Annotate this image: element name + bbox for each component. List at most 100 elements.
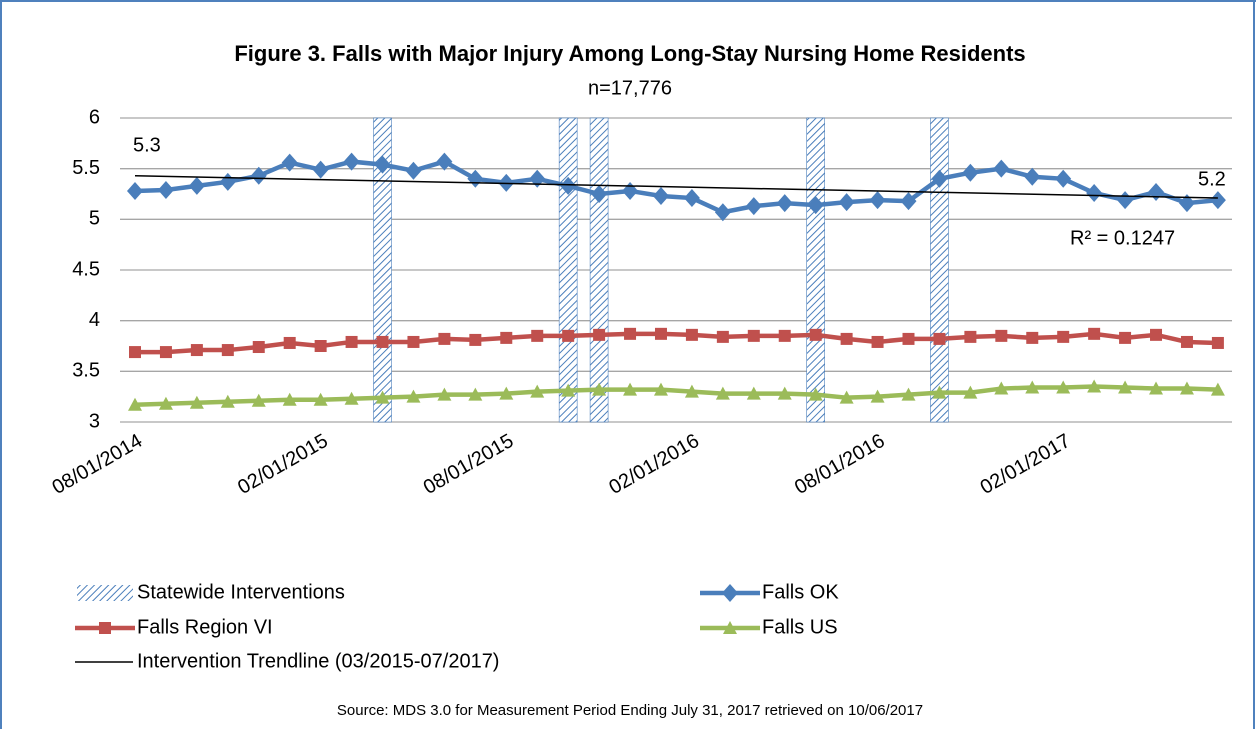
legend-item: Falls Region VI: [75, 616, 273, 638]
marker: [870, 389, 885, 403]
marker: [530, 384, 545, 398]
legend-marker: [722, 584, 738, 602]
marker: [745, 197, 762, 216]
marker: [592, 382, 607, 396]
x-tick-label: 02/01/2016: [605, 430, 703, 499]
marker: [344, 391, 359, 405]
legend-marker: [99, 622, 111, 634]
legend-marker: [723, 621, 737, 634]
marker: [561, 383, 576, 397]
source-note: Source: MDS 3.0 for Measurement Period E…: [337, 702, 923, 719]
marker: [1150, 328, 1163, 341]
marker: [964, 330, 977, 343]
y-tick-label: 4.5: [72, 258, 100, 280]
marker: [807, 196, 824, 215]
legend-item: Falls US: [700, 616, 838, 638]
marker: [716, 330, 729, 343]
marker: [654, 327, 667, 340]
marker: [283, 336, 296, 349]
marker: [932, 385, 947, 399]
legend-label: Falls Region VI: [137, 616, 273, 638]
marker: [778, 329, 791, 342]
marker: [809, 328, 822, 341]
x-tick-label: 08/01/2014: [48, 430, 146, 499]
legend-swatch: [77, 585, 133, 601]
marker: [1026, 331, 1039, 344]
marker: [437, 387, 452, 401]
marker: [623, 382, 638, 396]
marker: [1180, 335, 1193, 348]
chart-subtitle: n=17,776: [588, 77, 672, 99]
marker: [405, 161, 422, 180]
marker: [1118, 380, 1133, 394]
marker: [901, 387, 916, 401]
marker: [190, 344, 203, 357]
marker: [250, 166, 267, 185]
marker: [343, 152, 360, 171]
marker: [158, 396, 173, 410]
marker: [963, 385, 978, 399]
y-tick-label: 4: [89, 309, 100, 331]
y-tick-label: 3: [89, 410, 100, 432]
marker: [281, 153, 298, 172]
intervention-band: [806, 117, 825, 423]
series-line: [135, 331, 1218, 355]
marker: [1024, 167, 1041, 186]
annotation: 5.3: [133, 134, 161, 156]
marker: [902, 332, 915, 345]
marker: [374, 155, 391, 174]
marker: [683, 189, 700, 208]
marker: [468, 387, 483, 401]
marker: [438, 332, 451, 345]
marker: [128, 397, 142, 411]
marker: [375, 390, 390, 404]
trendline: [134, 175, 1218, 199]
marker: [345, 335, 358, 348]
x-tick-label: 02/01/2015: [234, 430, 332, 499]
marker: [993, 159, 1010, 178]
marker: [808, 387, 823, 401]
marker: [189, 395, 204, 409]
marker: [746, 386, 761, 400]
legend-label: Falls OK: [762, 581, 839, 603]
marker: [840, 332, 853, 345]
marker: [1056, 380, 1071, 394]
y-tick-label: 6: [89, 106, 100, 128]
marker: [684, 384, 699, 398]
marker: [838, 193, 855, 212]
marker: [469, 333, 482, 346]
marker: [219, 172, 236, 191]
y-tick-label: 5: [89, 208, 100, 230]
chart-title: Figure 3. Falls with Major Injury Among …: [234, 41, 1025, 66]
marker: [747, 329, 760, 342]
legend: Statewide Interventions Falls OK Falls Reg…: [75, 581, 839, 672]
marker: [1210, 382, 1225, 396]
marker: [622, 181, 639, 200]
marker: [1088, 327, 1101, 340]
marker: [900, 192, 917, 211]
marker: [714, 203, 731, 222]
marker: [1087, 379, 1102, 393]
marker: [312, 160, 329, 179]
marker: [407, 335, 420, 348]
marker: [931, 169, 948, 188]
marker: [499, 386, 514, 400]
r-squared: R² = 0.1247: [1070, 227, 1175, 249]
x-tick-label: 08/01/2015: [420, 430, 518, 499]
legend-label: Statewide Interventions: [137, 581, 345, 603]
y-tick-label: 3.5: [72, 360, 100, 382]
legend-label: Falls US: [762, 616, 838, 638]
x-tick-label: 02/01/2017: [977, 430, 1075, 499]
marker: [591, 185, 608, 203]
marker: [1025, 380, 1040, 394]
marker: [529, 169, 546, 188]
annotation: 5.2: [1198, 168, 1226, 190]
marker: [252, 341, 265, 354]
marker: [715, 386, 730, 400]
marker: [839, 390, 854, 404]
marker: [962, 163, 979, 182]
marker: [220, 394, 235, 408]
marker: [871, 335, 884, 348]
